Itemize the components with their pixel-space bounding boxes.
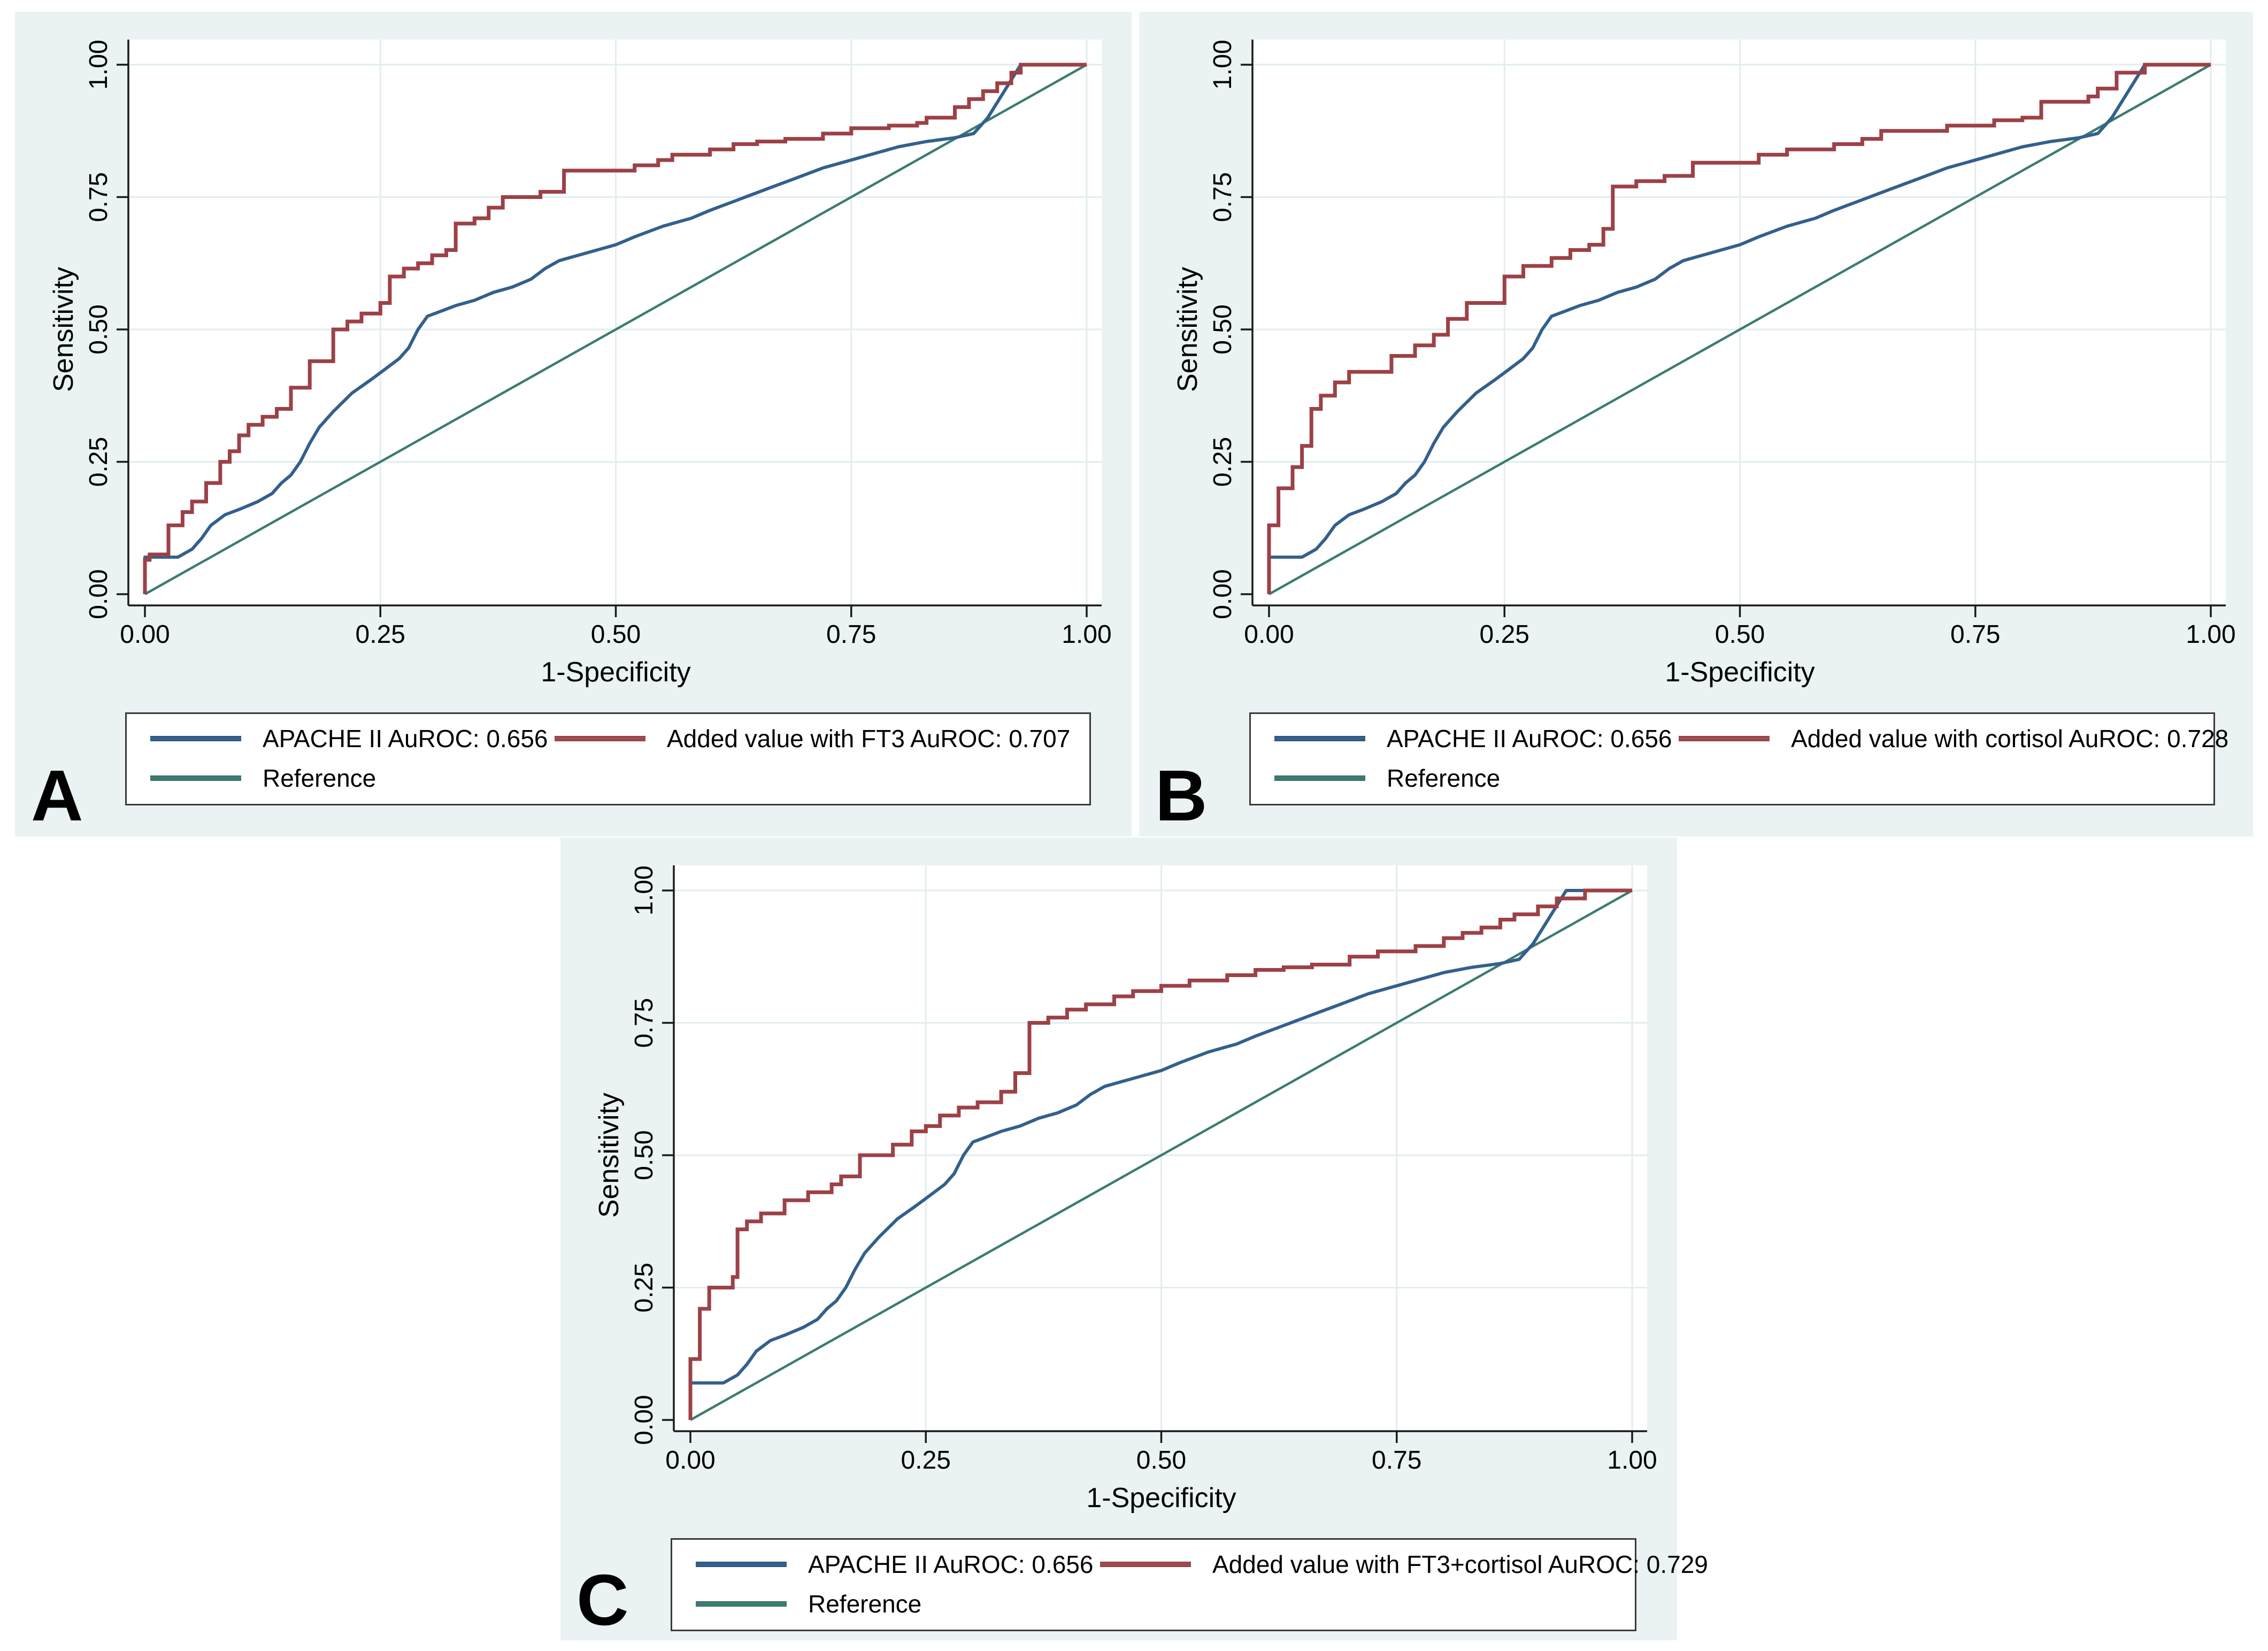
added-value-curve [1267,63,2211,594]
roc-plot-a: 0.000.00 0.25 0.25 0.50 0.50 0.75 0.75 1.00 1.00… [48,40,1112,688]
legend-item-reference: Reference [696,1591,1100,1618]
legend-b: APACHE II AuROC: 0.656 Added value with … [1249,712,2228,805]
x-tick-label: 1.00 [2186,620,2235,649]
legend-item-reference: Reference [1274,765,1679,792]
y-tick-label: 1.00 [1209,40,1237,89]
legend-item-added: Added value with FT3 AuROC: 0.707 [555,725,1070,752]
x-tick-label: 0.25 [356,620,405,649]
y-tick-label: 0.75 [84,172,113,222]
panel-letter-a: A [31,755,83,836]
y-tick-label: 0.50 [1209,304,1237,354]
reference-line-swatch-icon [150,775,241,781]
legend-label-added: Added value with FT3 AuROC: 0.707 [667,724,1071,752]
legend-row: Reference [696,1589,1629,1619]
y-tick-label: 0.75 [630,998,658,1048]
y-tick-label: 1.00 [84,40,113,89]
x-tick-label: 0.75 [1950,620,2000,649]
panel-letter-b: B [1155,755,1208,836]
added-line-swatch-icon [1679,736,1770,741]
added-value-curve [143,63,1087,594]
x-tick-label: 0.00 [665,1446,715,1475]
legend-item-added: Added value with FT3+cortisol AuROC: 0.7… [1100,1551,1708,1578]
x-tick-label: 0.50 [1715,620,1765,649]
x-tick-label: 0.75 [826,620,876,649]
x-tick-label: 0.25 [901,1446,951,1475]
legend-row: Reference [150,763,1084,793]
legend-label-reference: Reference [1387,764,1501,792]
y-axis-title: Sensitivity [48,267,79,392]
panel-a: 0.00 0.00 0.25 0.25 0.50 0.50 0.75 0.75 1.00 1.00… [15,12,1132,836]
y-tick-label: 0.00 [1209,569,1237,619]
reference-line [1268,64,2212,595]
legend-row: Reference [1274,763,2208,793]
legend-c: APACHE II AuROC: 0.656 Added value with … [671,1538,1708,1631]
y-tick-label: 0.00 [630,1395,658,1445]
y-tick-label: 0.25 [1209,437,1237,487]
reference-line-swatch-icon [696,1601,787,1607]
reference-line-swatch-icon [1274,775,1365,781]
apache-curve [143,63,1087,594]
apache-line-swatch-icon [696,1562,787,1567]
y-tick-label: 0.00 [84,569,113,619]
legend-item-apache: APACHE II AuROC: 0.656 [1274,725,1679,752]
x-tick-label: 0.00 [120,620,170,649]
roc-plot-b: 0.000.00 0.25 0.25 0.50 0.50 0.75 0.75 1.00 1.00… [1172,40,2236,688]
apache-line-swatch-icon [1274,736,1365,741]
panel-letter-c: C [576,1560,629,1640]
x-axis-title: 1-Specificity [1086,1483,1236,1514]
legend-label-added: Added value with cortisol AuROC: 0.728 [1791,724,2229,752]
y-tick-label: 0.75 [1209,172,1237,222]
y-axis-title: Sensitivity [594,1093,625,1218]
legend-label-apache: APACHE II AuROC: 0.656 [263,724,548,752]
x-tick-label: 0.00 [1244,620,1294,649]
y-tick-label: 0.50 [630,1130,658,1180]
added-line-swatch-icon [1100,1562,1191,1567]
legend-a: APACHE II AuROC: 0.656 Added value with … [125,712,1091,805]
legend-item-apache: APACHE II AuROC: 0.656 [150,725,555,752]
x-tick-label: 1.00 [1607,1446,1657,1475]
added-line-swatch-icon [555,736,645,741]
reference-line [144,64,1088,595]
legend-label-apache: APACHE II AuROC: 0.656 [808,1550,1094,1578]
legend-label-reference: Reference [808,1589,922,1618]
roc-plot-c: 0.000.00 0.25 0.25 0.50 0.50 0.75 0.75 1.00 1.00… [594,865,1657,1514]
x-axis-title: 1-Specificity [1665,657,1815,688]
legend-label-reference: Reference [263,764,376,792]
apache-curve [1267,63,2211,594]
x-tick-label: 0.25 [1480,620,1529,649]
panel-b: 0.00 0.00 0.25 0.25 0.50 0.50 0.75 0.75 1.00 1.00… [1139,12,2253,836]
y-tick-label: 1.00 [630,865,658,915]
added-value-curve [688,888,1632,1420]
legend-row: APACHE II AuROC: 0.656 Added value with … [150,724,1084,754]
y-tick-label: 0.25 [84,437,113,487]
y-tick-label: 0.25 [630,1263,658,1312]
y-tick-label: 0.50 [84,304,113,354]
legend-item-added: Added value with cortisol AuROC: 0.728 [1679,725,2228,752]
x-tick-label: 1.00 [1062,620,1111,649]
legend-row: APACHE II AuROC: 0.656 Added value with … [696,1549,1708,1579]
legend-row: APACHE II AuROC: 0.656 Added value with … [1274,724,2228,754]
apache-line-swatch-icon [150,736,241,741]
legend-label-added: Added value with FT3+cortisol AuROC: 0.7… [1212,1550,1708,1578]
legend-item-apache: APACHE II AuROC: 0.656 [696,1551,1100,1578]
x-axis-title: 1-Specificity [541,657,690,688]
legend-label-apache: APACHE II AuROC: 0.656 [1387,724,1672,752]
x-tick-label: 0.50 [591,620,641,649]
y-axis-title: Sensitivity [1172,267,1203,392]
reference-line [689,889,1633,1421]
apache-curve [689,889,1632,1420]
legend-item-reference: Reference [150,765,555,792]
panel-c: 0.00 0.00 0.25 0.25 0.50 0.50 0.75 0.75 1.00 1.00… [560,838,1708,1640]
x-tick-label: 0.75 [1372,1446,1421,1475]
x-tick-label: 0.50 [1136,1446,1186,1475]
